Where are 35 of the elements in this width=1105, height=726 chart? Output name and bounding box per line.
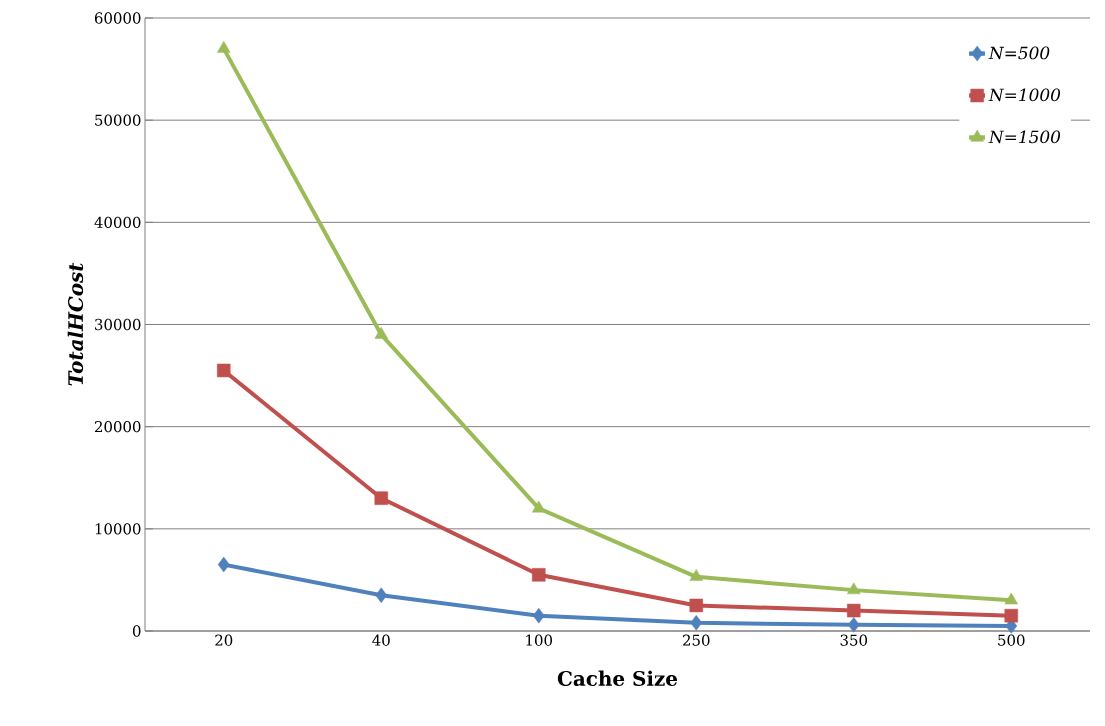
point: [374, 326, 388, 339]
point: [1004, 592, 1018, 605]
y-tick-label: 0: [132, 625, 141, 637]
y-axis-title: TotalHCost: [67, 262, 84, 386]
point: [217, 40, 231, 53]
legend-label: N=1000: [988, 88, 1061, 102]
x-tick-label: 350: [840, 634, 868, 646]
legend-label: N=500: [988, 46, 1050, 60]
point: [847, 582, 861, 595]
point: [375, 587, 388, 603]
point: [847, 617, 860, 633]
y-tick-label: 50000: [95, 114, 141, 126]
point: [689, 598, 703, 613]
x-tick-label: 20: [215, 634, 233, 646]
point: [217, 556, 230, 573]
point: [532, 568, 546, 582]
legend-label: N=1500: [988, 130, 1061, 144]
point: [690, 615, 703, 631]
point: [532, 607, 545, 624]
x-tick-label: 100: [526, 634, 553, 646]
y-tick-label: 20000: [94, 421, 141, 433]
x-axis-title: Cache Size: [557, 670, 678, 687]
y-tick-label: 10000: [95, 523, 141, 535]
point: [689, 569, 703, 581]
y-tick-label: 30000: [95, 318, 141, 331]
point: [532, 500, 546, 513]
point: [217, 363, 231, 378]
point: [1004, 608, 1018, 623]
x-tick-label: 500: [998, 634, 1025, 646]
point: [847, 603, 861, 618]
x-tick-label: 40: [372, 634, 390, 646]
y-tick-label: 60000: [94, 12, 141, 24]
point: [374, 491, 388, 505]
y-tick-label: 40000: [94, 216, 141, 228]
x-tick-label: 250: [683, 634, 710, 646]
